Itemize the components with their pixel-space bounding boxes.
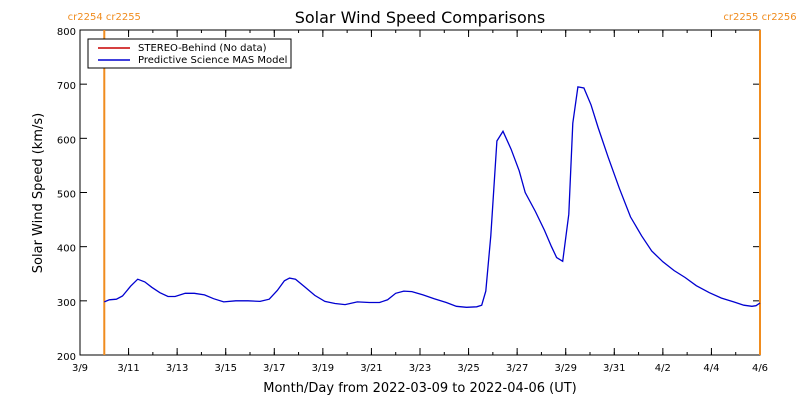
x-axis-label: Month/Day from 2022-03-09 to 2022-04-06 … xyxy=(263,381,576,396)
carrington-markers: cr2254 cr2255 cr2255 cr2256 xyxy=(68,12,797,355)
x-axis: 3/9 3/11 3/13 3/15 3/17 3/19 3/21 3/23 3/25 3/27 3… xyxy=(72,30,768,374)
y-tick-label: 200 xyxy=(57,352,76,363)
y-tick-label: 400 xyxy=(57,244,76,255)
cr-marker-label: cr2254 cr2255 xyxy=(68,12,141,23)
cr-marker-label: cr2255 cr2256 xyxy=(723,12,796,23)
legend-label-stereo: STEREO-Behind (No data) xyxy=(138,43,267,54)
x-tick-label: 4/4 xyxy=(703,363,719,374)
x-tick-label: 3/19 xyxy=(312,363,334,374)
x-tick-label: 4/6 xyxy=(752,363,768,374)
legend: STEREO-Behind (No data) Predictive Scien… xyxy=(87,38,292,69)
series-line-mas xyxy=(104,86,761,308)
y-tick-label: 800 xyxy=(57,27,76,38)
x-tick-label: 3/13 xyxy=(166,363,188,374)
series-group xyxy=(104,86,761,308)
y-axis: 200 300 400 500 600 700 800 xyxy=(57,27,760,363)
x-tick-label: 3/23 xyxy=(409,363,431,374)
legend-label-mas: Predictive Science MAS Model xyxy=(138,55,287,66)
x-tick-label: 3/9 xyxy=(72,363,88,374)
x-tick-label: 3/25 xyxy=(457,363,479,374)
y-axis-label: Solar Wind Speed (km/s) xyxy=(31,113,46,273)
x-tick-label: 3/11 xyxy=(117,363,139,374)
chart-title: Solar Wind Speed Comparisons xyxy=(295,8,546,27)
x-tick-label: 3/29 xyxy=(554,363,576,374)
y-tick-label: 500 xyxy=(57,190,76,201)
x-tick-label: 4/2 xyxy=(655,363,671,374)
y-tick-label: 300 xyxy=(57,298,76,309)
x-tick-label: 3/27 xyxy=(506,363,528,374)
x-tick-label: 3/15 xyxy=(214,363,236,374)
legend-box xyxy=(87,38,292,69)
y-tick-label: 600 xyxy=(57,135,76,146)
x-tick-label: 3/21 xyxy=(360,363,382,374)
plot-frame xyxy=(79,29,761,356)
x-tick-label: 3/31 xyxy=(603,363,625,374)
y-tick-label: 700 xyxy=(57,81,76,92)
x-tick-label: 3/17 xyxy=(263,363,285,374)
